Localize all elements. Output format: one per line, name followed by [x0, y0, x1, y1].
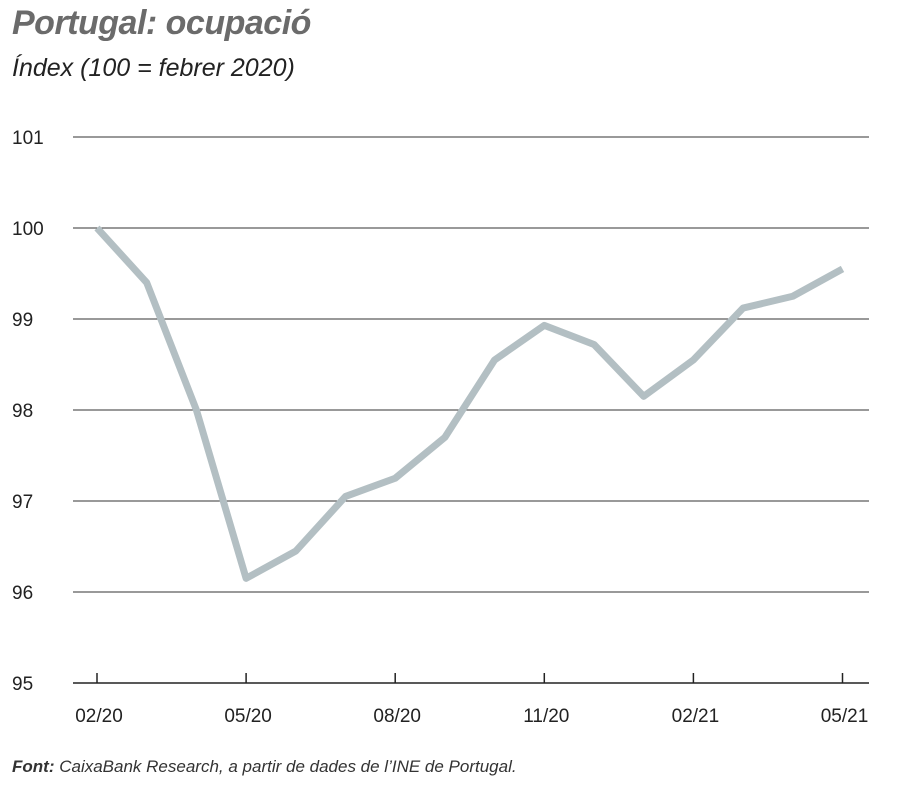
series-line-0 [94, 225, 845, 582]
y-tick-label-95: 95 [12, 674, 33, 695]
series-layer [94, 225, 845, 582]
y-tick-label-98: 98 [12, 401, 33, 422]
x-tick-label-02/20: 02/20 [75, 706, 123, 727]
source-note: Font: CaixaBank Research, a partir de da… [12, 757, 517, 777]
x-tick-label-08/20: 08/20 [373, 706, 421, 727]
y-tick-label-100: 100 [12, 219, 44, 240]
x-tick-label-05/21: 05/21 [821, 706, 869, 727]
y-tick-label-97: 97 [12, 492, 33, 513]
y-tick-label-96: 96 [12, 583, 33, 604]
grid-lines [73, 136, 869, 593]
source-text: CaixaBank Research, a partir de dades de… [59, 757, 517, 776]
chart-subtitle: Índex (100 = febrer 2020) [12, 54, 295, 82]
source-label: Font: [12, 757, 55, 776]
y-axis: 95 96 97 98 99 100 101 [12, 128, 44, 695]
x-tick-label-11/20: 11/20 [523, 706, 569, 727]
y-tick-label-99: 99 [12, 310, 33, 331]
x-axis: 02/20 05/20 08/20 11/20 02/21 05/21 [73, 673, 869, 727]
x-tick-label-02/21: 02/21 [672, 706, 720, 727]
x-tick-label-05/20: 05/20 [224, 706, 272, 727]
chart-title: Portugal: ocupació [12, 4, 311, 42]
y-tick-label-101: 101 [12, 128, 44, 149]
